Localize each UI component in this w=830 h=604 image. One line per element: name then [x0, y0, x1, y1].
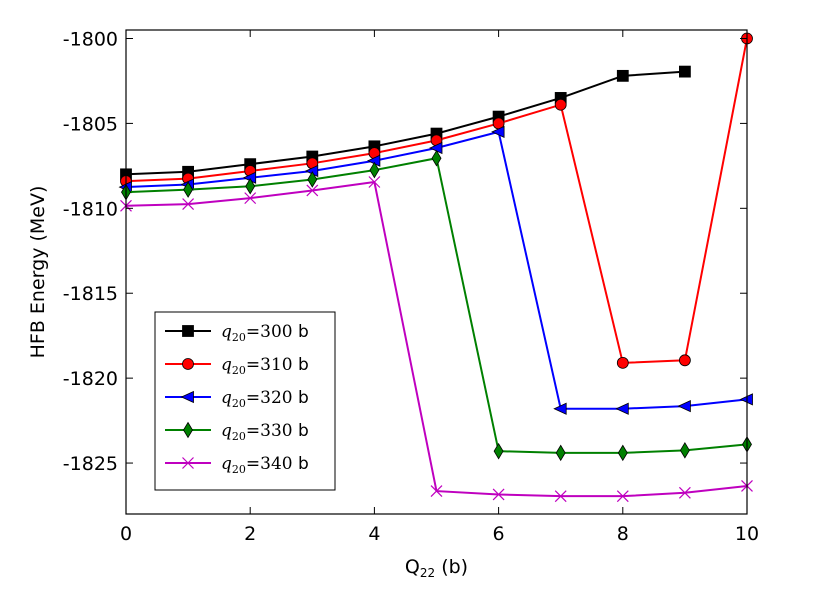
legend-subscript: 20 [232, 463, 246, 476]
legend-subscript: 20 [232, 430, 246, 443]
y-tick-label: -1800 [63, 28, 118, 50]
legend-entry: q20=320 b [165, 388, 309, 410]
series-5 [120, 176, 753, 503]
y-tick-label: -1805 [63, 113, 118, 135]
legend-label: q20=300 b [221, 322, 309, 344]
data-point [679, 442, 690, 459]
series-1 [120, 65, 691, 181]
marker-stroke [492, 488, 505, 501]
x-axis-label-main: Q [405, 556, 420, 578]
legend-subscript: 20 [232, 364, 246, 377]
data-point [307, 171, 318, 188]
marker-stroke [244, 192, 257, 205]
data-point [368, 176, 381, 188]
legend-label: q20=330 b [221, 421, 309, 443]
series-2 [120, 32, 753, 369]
data-point [554, 98, 567, 111]
legend-q: q [221, 454, 232, 474]
legend-subscript: 20 [232, 397, 246, 410]
legend-entry: q20=300 b [165, 322, 309, 344]
data-point [182, 198, 195, 210]
x-tick-label: 8 [617, 523, 629, 545]
legend-q: q [221, 421, 232, 441]
legend-entry: q20=330 b [165, 421, 309, 443]
legend-value: =330 [246, 421, 293, 441]
data-point [431, 149, 442, 167]
x-axis-label: Q22 (b) [405, 556, 468, 580]
data-point [555, 444, 566, 462]
data-point [678, 486, 691, 499]
legend-subscript: 20 [232, 331, 246, 344]
legend-unit: b [293, 322, 309, 342]
legend-entry: q20=310 b [165, 355, 309, 377]
legend-marker [183, 421, 193, 439]
data-point [183, 181, 194, 198]
marker-stroke [368, 176, 381, 188]
marker-stroke [182, 198, 195, 210]
legend-marker [182, 358, 194, 370]
x-axis-label-unit: (b) [435, 556, 468, 578]
legend-unit: b [293, 454, 309, 474]
legend-q: q [221, 388, 232, 408]
x-tick-label: 0 [120, 523, 132, 545]
y-tick-label: -1825 [63, 453, 118, 475]
marker-stroke [306, 184, 319, 197]
data-point [679, 65, 691, 78]
marker-stroke [616, 490, 629, 503]
legend-value: =340 [246, 454, 293, 474]
legend-value: =300 [246, 322, 293, 342]
y-axis-label: HFB Energy (MeV) [27, 186, 49, 359]
marker-stroke [182, 457, 194, 469]
data-point [245, 177, 256, 195]
legend-entry: q20=340 b [165, 454, 309, 476]
x-tick-label: 10 [735, 523, 759, 545]
legend-label: q20=340 b [221, 454, 309, 476]
legend-marker [182, 325, 194, 337]
data-point [491, 125, 505, 139]
data-point [677, 400, 691, 413]
marker-stroke [554, 490, 567, 503]
x-axis-label-subscript: 22 [420, 566, 435, 580]
legend-q: q [221, 322, 232, 342]
data-point [554, 490, 567, 503]
plot-frame [125, 29, 748, 515]
data-point [430, 485, 443, 497]
legend-marker [182, 457, 194, 469]
y-tick-label: -1820 [63, 368, 118, 390]
y-tick-label: -1815 [63, 283, 118, 305]
legend-unit: b [293, 388, 309, 408]
data-point [679, 354, 691, 367]
data-point [616, 69, 629, 82]
data-point [493, 442, 504, 460]
legend-value: =320 [246, 388, 293, 408]
data-point [553, 402, 567, 415]
x-tick-label: 2 [244, 523, 256, 545]
data-point [369, 161, 380, 179]
series-4 [121, 149, 752, 462]
series-layer [118, 32, 753, 503]
ticks-layer: 0 2 4 6 8 10 -1800 -1805 -1810 -1815 -1820 -1825 [63, 28, 759, 545]
data-point [616, 490, 629, 503]
legend-label: q20=310 b [221, 355, 309, 377]
legend-q: q [221, 355, 232, 375]
legend-marker [180, 390, 194, 404]
y-tick-label: -1810 [63, 198, 118, 220]
x-tick-label: 6 [493, 523, 505, 545]
data-point [615, 402, 629, 415]
marker-stroke [430, 485, 443, 497]
legend-label: q20=320 b [221, 388, 309, 410]
x-tick-label: 4 [368, 523, 380, 545]
marker-stroke [678, 486, 691, 499]
data-point [244, 192, 257, 205]
data-point [616, 356, 629, 369]
series-line [125, 70, 685, 176]
data-point [617, 444, 628, 462]
data-point [492, 488, 505, 501]
legend-value: =310 [246, 355, 293, 375]
data-point [306, 184, 319, 197]
legend-unit: b [293, 355, 309, 375]
legend-unit: b [293, 421, 309, 441]
